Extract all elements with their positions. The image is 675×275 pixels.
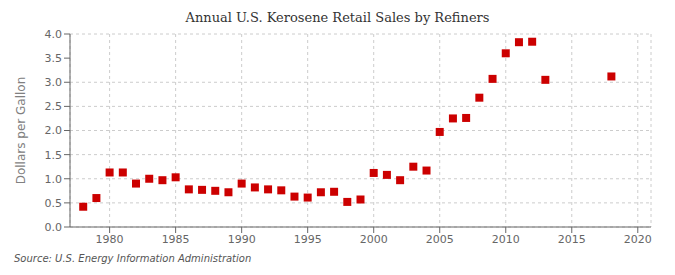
svg-text:1985: 1985 [162, 233, 190, 246]
svg-text:1.5: 1.5 [45, 149, 63, 162]
svg-text:0.0: 0.0 [45, 221, 63, 234]
html-text:Annual U.S. Kerosene Retail Sa: Annual U.S. Kerosene Retail Sales by Ref… [185, 10, 490, 25]
svg-text:3.0: 3.0 [45, 76, 63, 89]
svg-text:2.0: 2.0 [45, 124, 63, 137]
svg-text:2000: 2000 [360, 233, 388, 246]
svg-text:2020: 2020 [624, 233, 652, 246]
svg-text:1990: 1990 [228, 233, 256, 246]
html-text:Source: U.S. Energy Informatio: Source: U.S. Energy Information Administ… [14, 253, 252, 264]
svg-text:Dollars per Gallon: Dollars per Gallon [14, 77, 28, 185]
svg-text:0.5: 0.5 [45, 197, 63, 210]
svg-text:2010: 2010 [492, 233, 520, 246]
svg-text:1995: 1995 [294, 233, 322, 246]
svg-text:3.5: 3.5 [45, 52, 63, 65]
svg-text:2015: 2015 [558, 233, 586, 246]
svg-text:2005: 2005 [426, 233, 454, 246]
svg-text:1.0: 1.0 [45, 173, 63, 186]
svg-text:1980: 1980 [96, 233, 124, 246]
svg-text:2.5: 2.5 [45, 100, 63, 113]
svg-text:4.0: 4.0 [45, 28, 63, 41]
